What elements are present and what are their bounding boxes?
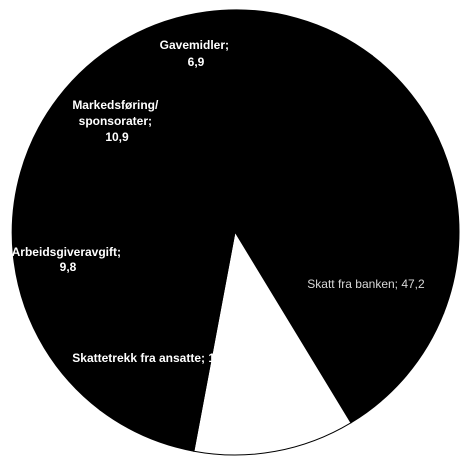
- label-gavemidler-line-2: 6,9: [188, 55, 205, 69]
- label-arbeidsgiveravgift-line-1: Arbeidsgiveravgift;: [12, 245, 121, 259]
- label-markedsforing-line-1: Markedsføring/: [72, 98, 159, 112]
- label-markedsforing-line-2: sponsorater;: [79, 114, 152, 128]
- label-arbeidsgiveravgift-line-2: 9,8: [60, 260, 77, 274]
- label-skattetrekk-fra-ansatte: Skattetrekk fra ansatte; 19,2: [72, 351, 232, 365]
- label-markedsforing-line-3: 10,9: [105, 130, 129, 144]
- label-skatt-fra-banken: Skatt fra banken; 47,2: [307, 277, 425, 291]
- label-gavemidler-line-1: Gavemidler;: [160, 38, 229, 52]
- pie-slices: [12, 10, 459, 455]
